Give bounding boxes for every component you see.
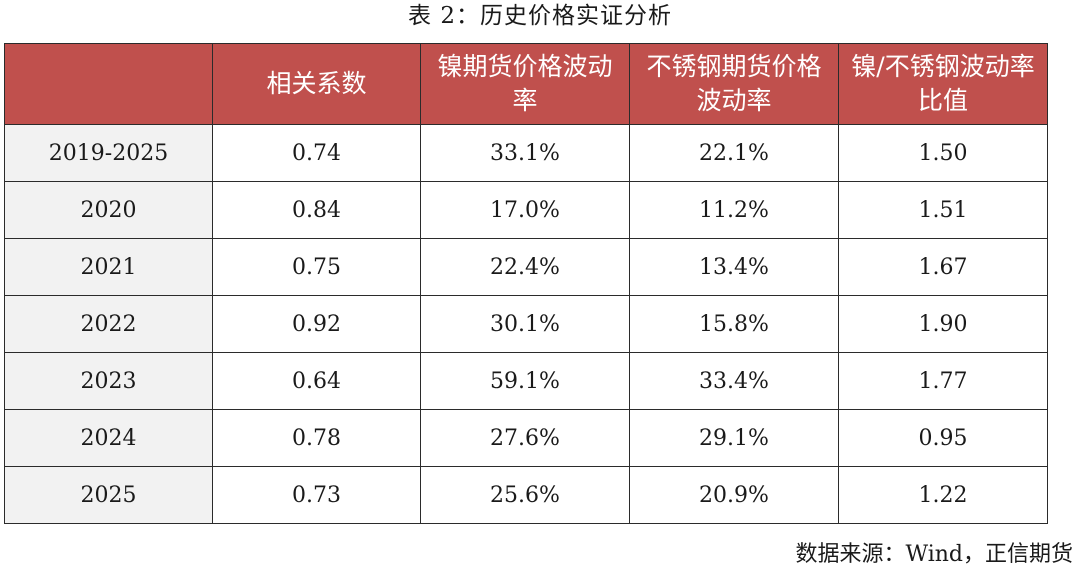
cell-correlation: 0.75 (212, 238, 421, 296)
volatility-table: 相关系数 镍期货价格波动率 不锈钢期货价格波动率 镍/不锈钢波动率比值 2019… (4, 43, 1048, 524)
cell-nickel-volatility: 30.1% (420, 295, 630, 353)
cell-stainless-volatility: 33.4% (629, 352, 839, 410)
cell-nickel-volatility: 33.1% (420, 124, 630, 182)
table-row: 2024 0.78 27.6% 29.1% 0.95 (4, 409, 1048, 467)
table-row: 2023 0.64 59.1% 33.4% 1.77 (4, 352, 1048, 410)
cell-correlation: 0.84 (212, 181, 421, 239)
header-cell-nickel-volatility: 镍期货价格波动率 (420, 43, 630, 125)
header-cell-correlation: 相关系数 (212, 43, 421, 125)
cell-nickel-volatility: 59.1% (420, 352, 630, 410)
cell-stainless-volatility: 29.1% (629, 409, 839, 467)
table-caption: 表 2：历史价格实证分析 (408, 3, 672, 29)
table-header-row: 相关系数 镍期货价格波动率 不锈钢期货价格波动率 镍/不锈钢波动率比值 (4, 43, 1048, 125)
cell-volatility-ratio: 1.22 (838, 466, 1048, 524)
source-note: 数据来源：Wind，正信期货 (795, 542, 1073, 567)
row-label-period: 2022 (4, 295, 213, 353)
row-label-period: 2024 (4, 409, 213, 467)
table-row: 2020 0.84 17.0% 11.2% 1.51 (4, 181, 1048, 239)
cell-nickel-volatility: 27.6% (420, 409, 630, 467)
cell-correlation: 0.78 (212, 409, 421, 467)
cell-volatility-ratio: 1.51 (838, 181, 1048, 239)
cell-volatility-ratio: 1.50 (838, 124, 1048, 182)
table-row: 2025 0.73 25.6% 20.9% 1.22 (4, 466, 1048, 524)
row-label-period: 2019-2025 (4, 124, 213, 182)
cell-volatility-ratio: 0.95 (838, 409, 1048, 467)
row-label-period: 2023 (4, 352, 213, 410)
cell-stainless-volatility: 22.1% (629, 124, 839, 182)
cell-volatility-ratio: 1.90 (838, 295, 1048, 353)
table-row: 2022 0.92 30.1% 15.8% 1.90 (4, 295, 1048, 353)
cell-volatility-ratio: 1.77 (838, 352, 1048, 410)
cell-volatility-ratio: 1.67 (838, 238, 1048, 296)
header-cell-volatility-ratio: 镍/不锈钢波动率比值 (838, 43, 1048, 125)
cell-stainless-volatility: 11.2% (629, 181, 839, 239)
cell-stainless-volatility: 15.8% (629, 295, 839, 353)
row-label-period: 2021 (4, 238, 213, 296)
row-label-period: 2020 (4, 181, 213, 239)
cell-nickel-volatility: 25.6% (420, 466, 630, 524)
table-row: 2021 0.75 22.4% 13.4% 1.67 (4, 238, 1048, 296)
row-label-period: 2025 (4, 466, 213, 524)
cell-nickel-volatility: 17.0% (420, 181, 630, 239)
cell-correlation: 0.74 (212, 124, 421, 182)
header-cell-stainless-volatility: 不锈钢期货价格波动率 (629, 43, 839, 125)
cell-stainless-volatility: 13.4% (629, 238, 839, 296)
table-row: 2019-2025 0.74 33.1% 22.1% 1.50 (4, 124, 1048, 182)
cell-nickel-volatility: 22.4% (420, 238, 630, 296)
header-cell-blank (4, 43, 213, 125)
cell-correlation: 0.73 (212, 466, 421, 524)
cell-stainless-volatility: 20.9% (629, 466, 839, 524)
cell-correlation: 0.92 (212, 295, 421, 353)
cell-correlation: 0.64 (212, 352, 421, 410)
